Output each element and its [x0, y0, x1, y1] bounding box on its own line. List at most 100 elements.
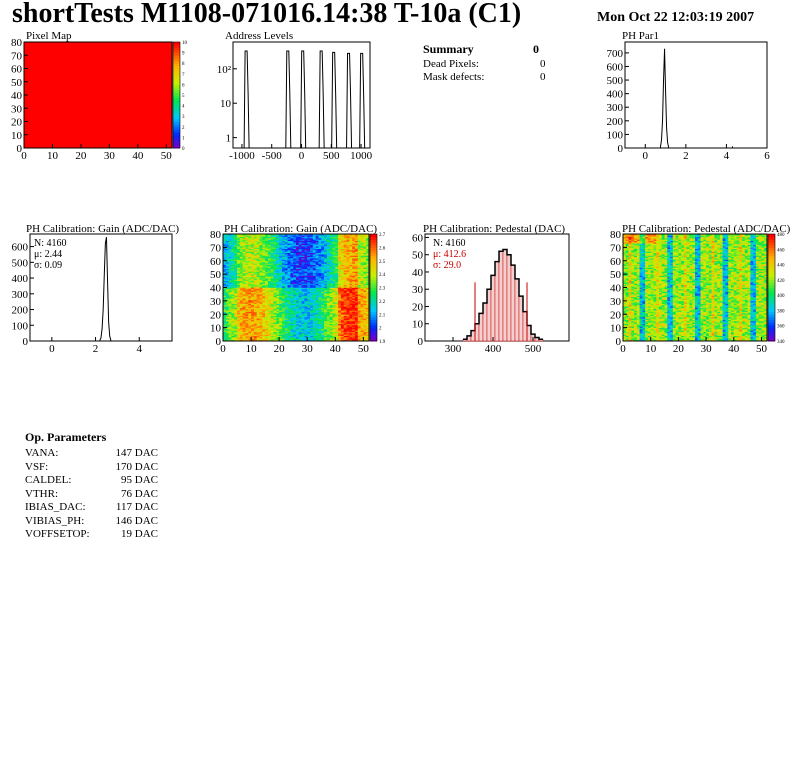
heatmap-cell: [267, 290, 272, 292]
heatmap-cell: [248, 323, 252, 326]
heatmap-cell: [267, 288, 272, 291]
heatmap-cell: [321, 311, 325, 314]
heatmap-cell: [625, 263, 629, 266]
heatmap-cell: [248, 304, 252, 307]
heatmap-cell: [234, 331, 238, 334]
colorbar-segment: [173, 60, 180, 64]
heatmap-cell: [304, 316, 308, 319]
heatmap-cell: [287, 335, 291, 338]
colorbar-segment: [173, 71, 180, 75]
heatmap-cell: [284, 310, 288, 312]
heatmap-cell: [338, 326, 342, 328]
heatmap-cell: [287, 252, 291, 255]
heatmap-cell: [262, 278, 266, 280]
heatmap-cell: [253, 279, 257, 282]
heatmap-cell: [281, 287, 286, 290]
heatmap-cell: [329, 252, 333, 255]
heatmap-cell: [346, 310, 350, 312]
heatmap-cell: [251, 284, 255, 287]
heatmap-cell: [242, 236, 246, 239]
heatmap-cell: [304, 258, 308, 260]
heatmap-cell: [251, 338, 255, 340]
heatmap-cell: [287, 296, 291, 299]
heatmap-cell: [335, 298, 339, 300]
heatmap-cell: [312, 271, 316, 274]
heatmap-cell: [349, 336, 353, 339]
heatmap-cell: [304, 268, 308, 271]
heatmap-cell: [625, 288, 629, 291]
heatmap-cell: [338, 266, 342, 268]
heatmap-cell: [270, 320, 274, 323]
heatmap-cell: [304, 247, 308, 250]
heatmap-cell: [231, 260, 235, 263]
heatmap-cell: [290, 324, 294, 327]
heatmap-cell: [346, 320, 350, 323]
heatmap-cell: [239, 308, 243, 311]
heatmap-cell: [315, 334, 319, 336]
heatmap-cell: [631, 274, 635, 276]
heatmap-cell: [321, 336, 325, 339]
heatmap-cell: [354, 268, 359, 271]
heatmap-cell: [357, 254, 361, 256]
heatmap-cell: [307, 330, 311, 332]
heatmap-cell: [352, 306, 356, 308]
heatmap-cell: [634, 284, 638, 287]
heatmap-cell: [363, 243, 367, 245]
heatmap-cell: [636, 258, 640, 260]
heatmap-cell: [225, 256, 229, 259]
heatmap-cell: [284, 328, 288, 331]
heatmap-cell: [228, 307, 232, 310]
heatmap-cell: [284, 262, 288, 264]
heatmap-cell: [225, 319, 229, 322]
heatmap-cell: [279, 242, 283, 244]
heatmap-cell: [326, 268, 330, 271]
heatmap-cell: [315, 306, 319, 308]
heatmap-cell: [234, 335, 238, 338]
heatmap-cell: [298, 328, 302, 331]
heatmap-cell: [276, 306, 280, 308]
heatmap-cell: [245, 267, 249, 270]
heatmap-cell: [237, 316, 241, 319]
heatmap-cell: [623, 334, 627, 336]
heatmap-cell: [265, 299, 269, 302]
heatmap-cell: [628, 263, 632, 266]
heatmap-cell: [349, 234, 353, 236]
heatmap-cell: [310, 316, 314, 319]
heatmap-cell: [287, 238, 291, 240]
heatmap-cell: [366, 339, 370, 342]
heatmap-cell: [357, 296, 361, 299]
heatmap-cell: [628, 326, 632, 328]
heatmap-cell: [366, 264, 370, 267]
heatmap-cell: [301, 254, 305, 256]
heatmap-cell: [281, 304, 286, 307]
heatmap-cell: [315, 242, 319, 244]
heatmap-cell: [326, 339, 330, 342]
heatmap-cell: [284, 324, 288, 327]
heatmap-cell: [276, 266, 280, 268]
x-tick-label: 10: [246, 343, 258, 355]
heatmap-cell: [623, 246, 627, 248]
heatmap-cell: [290, 330, 294, 332]
heatmap-cell: [251, 270, 255, 272]
heatmap-cell: [628, 306, 632, 308]
colorbar-label: 3: [182, 115, 185, 120]
heatmap-cell: [335, 239, 339, 241]
heatmap-cell: [265, 238, 269, 240]
heatmap-cell: [310, 270, 314, 272]
heatmap-cell: [335, 318, 339, 320]
heatmap-cell: [354, 336, 359, 339]
heatmap-cell: [326, 276, 330, 279]
heatmap-cell: [354, 286, 359, 288]
heatmap-cell: [631, 294, 635, 296]
heatmap-cell: [343, 256, 347, 259]
heatmap-cell: [234, 283, 238, 286]
heatmap-cell: [279, 251, 283, 254]
heatmap-cell: [279, 292, 283, 295]
heatmap-cell: [276, 292, 280, 295]
heatmap-cell: [340, 295, 345, 298]
heatmap-cell: [357, 238, 361, 240]
heatmap-cell: [223, 328, 227, 331]
heatmap-cell: [248, 270, 252, 272]
heatmap-cell: [335, 338, 339, 340]
heatmap-cell: [338, 332, 342, 335]
